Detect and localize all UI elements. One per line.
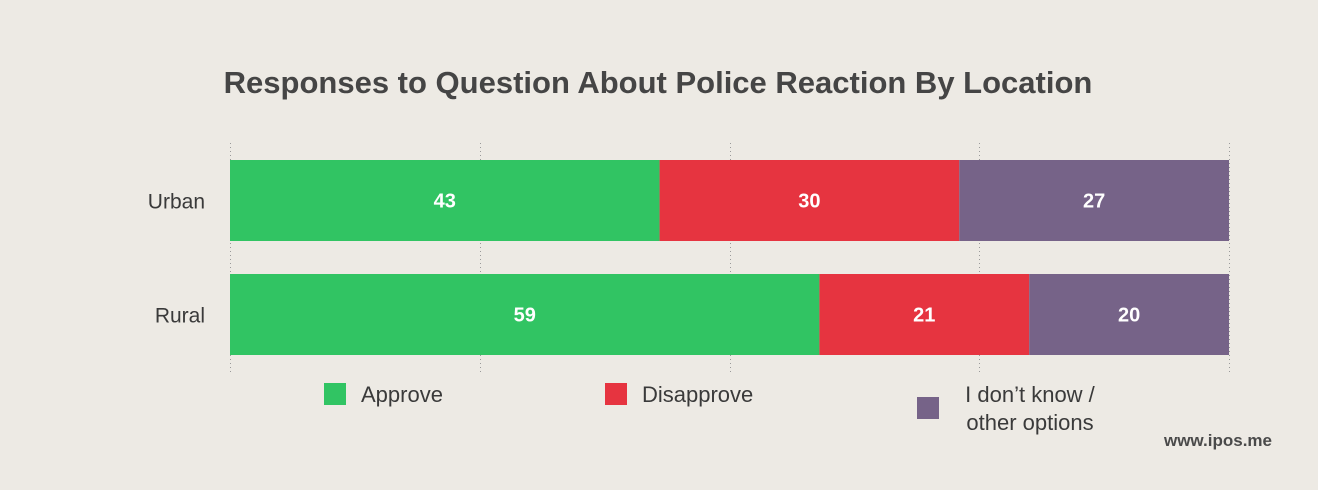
bar-segment xyxy=(1029,274,1229,355)
legend-swatch xyxy=(324,383,346,405)
category-labels: Urban Rural xyxy=(148,191,205,328)
legend-label: Disapprove xyxy=(642,382,753,407)
legend-swatch xyxy=(917,397,939,419)
legend-label: Approve xyxy=(361,382,443,407)
legend-label-line: I don’t know / xyxy=(965,382,1096,407)
value-label: 30 xyxy=(798,191,820,213)
legend-swatch xyxy=(605,383,627,405)
value-label: 43 xyxy=(434,191,456,213)
value-label: 59 xyxy=(514,305,536,327)
value-label: 20 xyxy=(1118,305,1140,327)
legend-label-line: other options xyxy=(966,410,1093,435)
chart-title: Responses to Question About Police React… xyxy=(224,65,1093,100)
legend: Approve Disapprove I don’t know / other opt… xyxy=(324,382,1096,435)
bar-segment xyxy=(230,274,820,355)
bar-segment xyxy=(659,160,960,241)
bar-segment xyxy=(819,274,1030,355)
legend-label: I don’t know / other options xyxy=(965,382,1096,435)
value-label: 21 xyxy=(913,305,935,327)
category-label: Rural xyxy=(155,305,205,328)
bar-segment xyxy=(959,160,1229,241)
bars-layer: 43 30 27 59 21 20 xyxy=(230,160,1229,355)
category-label: Urban xyxy=(148,191,205,214)
source-credit: www.ipos.me xyxy=(1163,431,1272,450)
bar-segment xyxy=(230,160,660,241)
value-label: 27 xyxy=(1083,191,1105,213)
